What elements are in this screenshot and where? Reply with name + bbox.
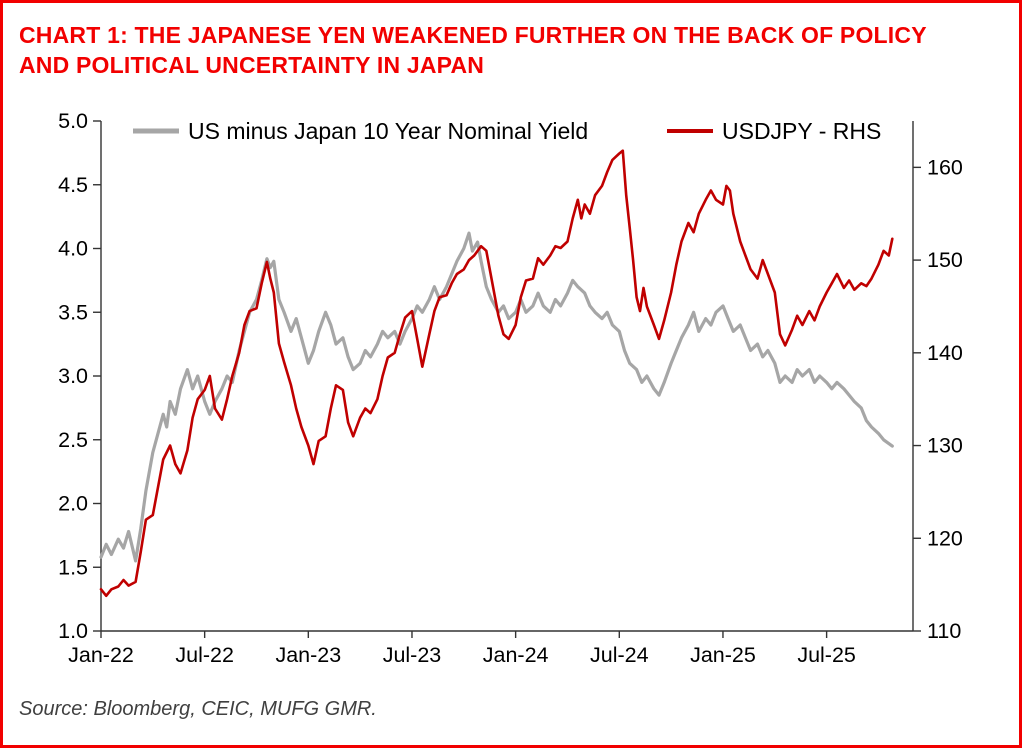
legend-label: US minus Japan 10 Year Nominal Yield	[188, 118, 588, 144]
left-axis-label: 4.5	[58, 173, 88, 197]
x-axis-label: Jan-25	[690, 643, 756, 667]
x-axis-label: Jul-25	[797, 643, 856, 667]
chart-title: CHART 1: THE JAPANESE YEN WEAKENED FURTH…	[19, 22, 927, 78]
x-axis-label: Jan-22	[68, 643, 134, 667]
left-axis-label: 3.0	[58, 364, 88, 388]
legend-label: USDJPY - RHS	[722, 118, 881, 144]
chart-area: 1.0 1.5 2.0 2.5 3.0 3.5 4.0 4.5 5.0 110 120 130 140 1…	[19, 105, 1003, 694]
legend-item: US minus Japan 10 Year Nominal Yield	[133, 118, 588, 144]
x-axis-label: Jul-22	[175, 643, 234, 667]
left-axis-label: 1.5	[58, 555, 88, 579]
x-axis-label: Jul-23	[383, 643, 442, 667]
axes	[93, 120, 921, 638]
right-axis-label: 150	[927, 248, 963, 272]
left-axis-label: 3.5	[58, 300, 88, 324]
left-axis-label: 4.0	[58, 236, 88, 260]
axis-labels: 1.0 1.5 2.0 2.5 3.0 3.5 4.0 4.5 5.0 110 120 130 140 1…	[58, 109, 963, 667]
x-axis-label: Jul-24	[590, 643, 649, 667]
x-axis-label: Jan-23	[275, 643, 341, 667]
source-note: Source: Bloomberg, CEIC, MUFG GMR.	[19, 697, 377, 720]
left-axis-label: 1.0	[58, 619, 88, 643]
right-axis-label: 110	[927, 619, 961, 643]
left-axis-label: 2.0	[58, 491, 88, 515]
right-axis-label: 140	[927, 341, 963, 365]
right-axis-label: 160	[927, 155, 963, 179]
left-axis-label: 5.0	[58, 109, 88, 133]
series-line-0	[99, 231, 894, 563]
right-axis-label: 120	[927, 526, 963, 550]
series-line-1	[99, 149, 894, 597]
right-axis-label: 130	[927, 433, 963, 457]
x-axis-label: Jan-24	[483, 643, 549, 667]
left-axis-label: 2.5	[58, 428, 88, 452]
chart: 1.0 1.5 2.0 2.5 3.0 3.5 4.0 4.5 5.0 110 120 130 140 1…	[58, 109, 963, 667]
legend-item: USDJPY - RHS	[667, 118, 881, 144]
